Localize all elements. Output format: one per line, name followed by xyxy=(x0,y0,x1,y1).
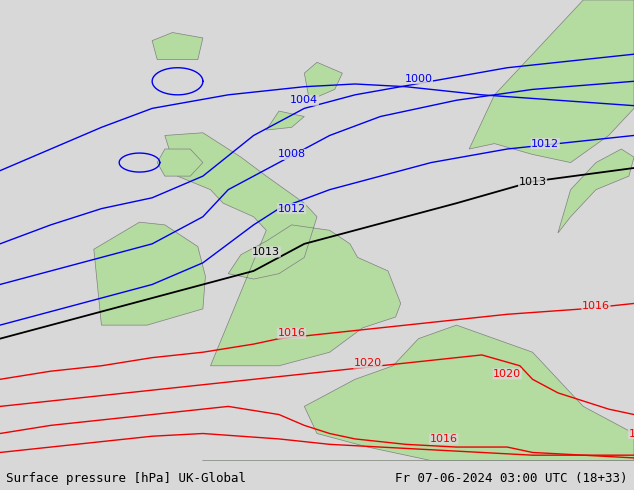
Text: 1020: 1020 xyxy=(493,369,521,379)
Text: 101: 101 xyxy=(628,429,634,439)
Text: 1004: 1004 xyxy=(290,95,318,105)
Polygon shape xyxy=(152,32,203,60)
Text: 1016: 1016 xyxy=(430,434,458,444)
Polygon shape xyxy=(304,62,342,100)
Text: Surface pressure [hPa] UK-Global: Surface pressure [hPa] UK-Global xyxy=(6,472,247,485)
Polygon shape xyxy=(469,0,634,163)
Polygon shape xyxy=(127,461,634,490)
Polygon shape xyxy=(94,222,205,325)
Text: 1000: 1000 xyxy=(404,74,432,84)
Text: 1020: 1020 xyxy=(354,358,382,368)
Text: 1013: 1013 xyxy=(519,176,547,187)
Text: 1016: 1016 xyxy=(278,328,306,338)
Polygon shape xyxy=(266,111,304,130)
Polygon shape xyxy=(558,149,634,233)
Text: 1013: 1013 xyxy=(252,247,280,257)
Polygon shape xyxy=(304,325,634,461)
Text: 1012: 1012 xyxy=(278,204,306,214)
Text: Fr 07-06-2024 03:00 UTC (18+33): Fr 07-06-2024 03:00 UTC (18+33) xyxy=(395,472,628,485)
Polygon shape xyxy=(165,133,401,366)
Text: 1016: 1016 xyxy=(582,301,610,311)
Text: 1008: 1008 xyxy=(278,149,306,159)
Text: 1012: 1012 xyxy=(531,139,559,148)
Polygon shape xyxy=(157,149,203,176)
